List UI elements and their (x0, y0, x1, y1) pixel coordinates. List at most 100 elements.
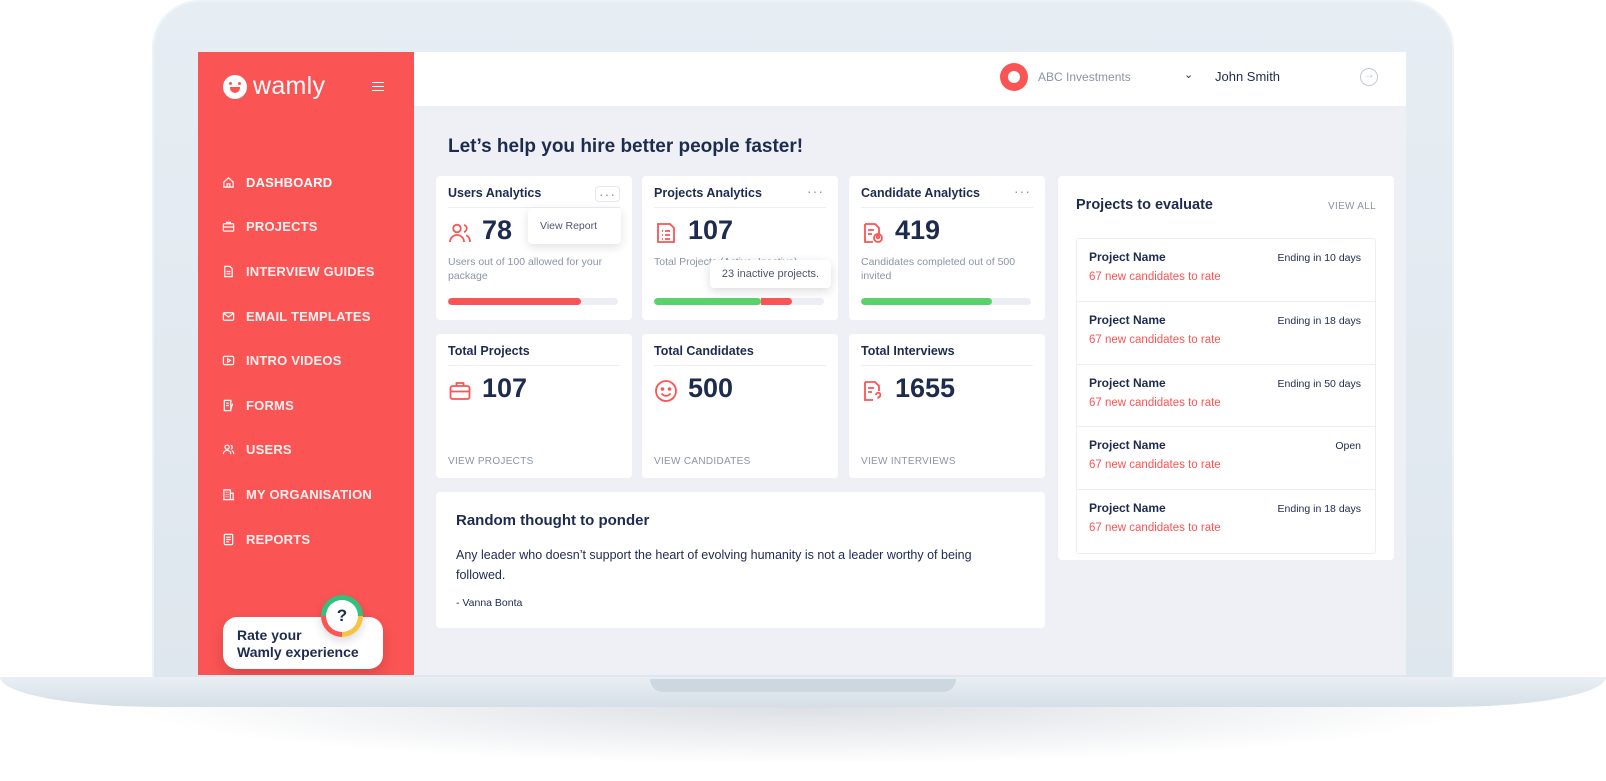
evaluate-row[interactable]: Project Name Ending in 18 days 67 new ca… (1077, 490, 1375, 553)
users-icon (448, 221, 472, 245)
more-options-icon[interactable]: ··· (1014, 183, 1031, 199)
home-icon (222, 176, 235, 189)
evaluate-row[interactable]: Project Name Ending in 10 days 67 new ca… (1077, 239, 1375, 302)
wamly-face-icon (223, 74, 247, 99)
divider (861, 365, 1033, 366)
total-candidates-card: Total Candidates 500 VIEW CANDIDATES (642, 334, 838, 478)
progress-fill (861, 298, 992, 305)
document-icon (222, 265, 235, 278)
rate-question-icon[interactable]: ? (321, 595, 363, 637)
stat-value: 1655 (895, 373, 956, 403)
divider (654, 207, 826, 208)
card-title: Total Interviews (861, 344, 955, 358)
stat-value: 107 (482, 373, 528, 403)
project-name: Project Name (1089, 312, 1166, 327)
new-candidates-count[interactable]: 67 new candidates to rate (1089, 522, 1221, 535)
interview-document-icon (861, 379, 885, 403)
project-name: Project Name (1089, 438, 1166, 453)
rate-line-1: Rate your (237, 627, 302, 643)
sidebar-item-my-organisation[interactable]: MY ORGANISATION (222, 472, 375, 517)
menu-toggle-icon[interactable] (372, 82, 384, 91)
users-analytics-card: Users Analytics ··· 78 Users out of 100 … (436, 176, 632, 320)
random-thought-card: Random thought to ponder Any leader who … (436, 492, 1045, 628)
sidebar-item-intro-videos[interactable]: INTRO VIDEOS (222, 338, 375, 383)
project-status: Ending in 18 days (1277, 314, 1361, 327)
view-projects-link[interactable]: VIEW PROJECTS (448, 456, 534, 467)
smiley-icon (654, 379, 678, 403)
sidebar-item-dashboard[interactable]: DASHBOARD (222, 160, 375, 205)
total-interviews-card: Total Interviews 1655 VIEW INTERVIEWS (849, 334, 1045, 478)
wamly-logo[interactable]: wamly (223, 72, 325, 101)
stat-description: Candidates completed out of 500 invited (861, 256, 1016, 282)
divider (448, 207, 620, 208)
inactive-fill[interactable] (761, 298, 792, 305)
app-screen: wamly DASHBOARD PROJECTS INTERVIEW GUIDE… (198, 52, 1406, 675)
sidebar-item-users[interactable]: USERS (222, 428, 375, 473)
sidebar-item-label: DASHBOARD (246, 174, 333, 190)
stat-value: 78 (482, 215, 513, 245)
stat-value: 500 (688, 373, 734, 403)
view-all-link[interactable]: VIEW ALL (1328, 201, 1376, 212)
user-name[interactable]: John Smith (1215, 69, 1281, 84)
organisation-logo (1000, 63, 1028, 91)
chevron-down-icon[interactable]: ⌄ (1184, 69, 1194, 81)
briefcase-icon (222, 220, 235, 233)
sidebar-item-label: USERS (246, 442, 292, 458)
topbar: ABC Investments ⌄ John Smith (414, 52, 1406, 106)
sidebar-nav: DASHBOARD PROJECTS INTERVIEW GUIDES EMAI… (222, 160, 375, 561)
sidebar-item-interview-guides[interactable]: INTERVIEW GUIDES (222, 249, 375, 294)
divider (654, 365, 826, 366)
more-options-icon[interactable]: ··· (595, 186, 620, 202)
project-status: Ending in 10 days (1277, 252, 1361, 264)
sidebar-item-label: EMAIL TEMPLATES (246, 308, 371, 324)
briefcase-icon (448, 379, 472, 403)
laptop-notch (650, 679, 956, 692)
sidebar-item-email-templates[interactable]: EMAIL TEMPLATES (222, 294, 375, 339)
thought-author: - Vanna Bonta (456, 597, 523, 609)
new-candidates-count[interactable]: 67 new candidates to rate (1089, 271, 1221, 283)
form-icon (222, 399, 235, 412)
view-candidates-link[interactable]: VIEW CANDIDATES (654, 456, 751, 467)
report-icon (222, 533, 235, 546)
card-title: Projects Analytics (654, 186, 762, 200)
sidebar: wamly DASHBOARD PROJECTS INTERVIEW GUIDE… (198, 52, 414, 675)
new-candidates-count[interactable]: 67 new candidates to rate (1089, 396, 1221, 409)
project-name: Project Name (1089, 250, 1166, 264)
sidebar-item-label: INTERVIEW GUIDES (246, 263, 375, 279)
active-fill (654, 298, 762, 305)
list-icon (654, 221, 678, 245)
organisation-selector[interactable]: ABC Investments (1038, 70, 1131, 84)
view-interviews-link[interactable]: VIEW INTERVIEWS (861, 456, 956, 467)
users-icon (222, 443, 235, 456)
project-status: Open (1335, 440, 1361, 453)
divider (861, 207, 1033, 208)
projects-progress-bar (654, 298, 824, 305)
project-status: Ending in 50 days (1277, 377, 1361, 390)
sidebar-item-forms[interactable]: FORMS (222, 383, 375, 428)
card-title: Total Candidates (654, 344, 754, 358)
new-candidates-count[interactable]: 67 new candidates to rate (1089, 459, 1221, 472)
building-icon (222, 488, 235, 501)
view-report-menu-item[interactable]: View Report (528, 208, 621, 244)
stat-value: 107 (688, 215, 734, 245)
sidebar-item-reports[interactable]: REPORTS (222, 517, 375, 562)
rate-badge-mark: ? (326, 600, 358, 632)
mail-icon (222, 310, 235, 323)
laptop-shadow (120, 705, 1486, 765)
video-icon (222, 354, 235, 367)
logo-text: wamly (253, 72, 326, 100)
project-name: Project Name (1089, 501, 1166, 516)
evaluate-title: Projects to evaluate (1076, 197, 1213, 213)
inactive-projects-tooltip: 23 inactive projects. (710, 260, 831, 288)
sidebar-item-projects[interactable]: PROJECTS (222, 205, 375, 250)
sidebar-item-label: FORMS (246, 397, 294, 413)
evaluate-row[interactable]: Project Name Ending in 50 days 67 new ca… (1077, 365, 1375, 428)
new-candidates-count[interactable]: 67 new candidates to rate (1089, 333, 1221, 346)
evaluate-list: Project Name Ending in 10 days 67 new ca… (1076, 238, 1376, 554)
more-options-icon[interactable]: ··· (807, 183, 824, 199)
project-name: Project Name (1089, 375, 1166, 390)
evaluate-row[interactable]: Project Name Open 67 new candidates to r… (1077, 427, 1375, 491)
logout-icon[interactable] (1360, 67, 1378, 86)
card-title: Candidate Analytics (861, 186, 981, 200)
evaluate-row[interactable]: Project Name Ending in 18 days 67 new ca… (1077, 302, 1375, 365)
